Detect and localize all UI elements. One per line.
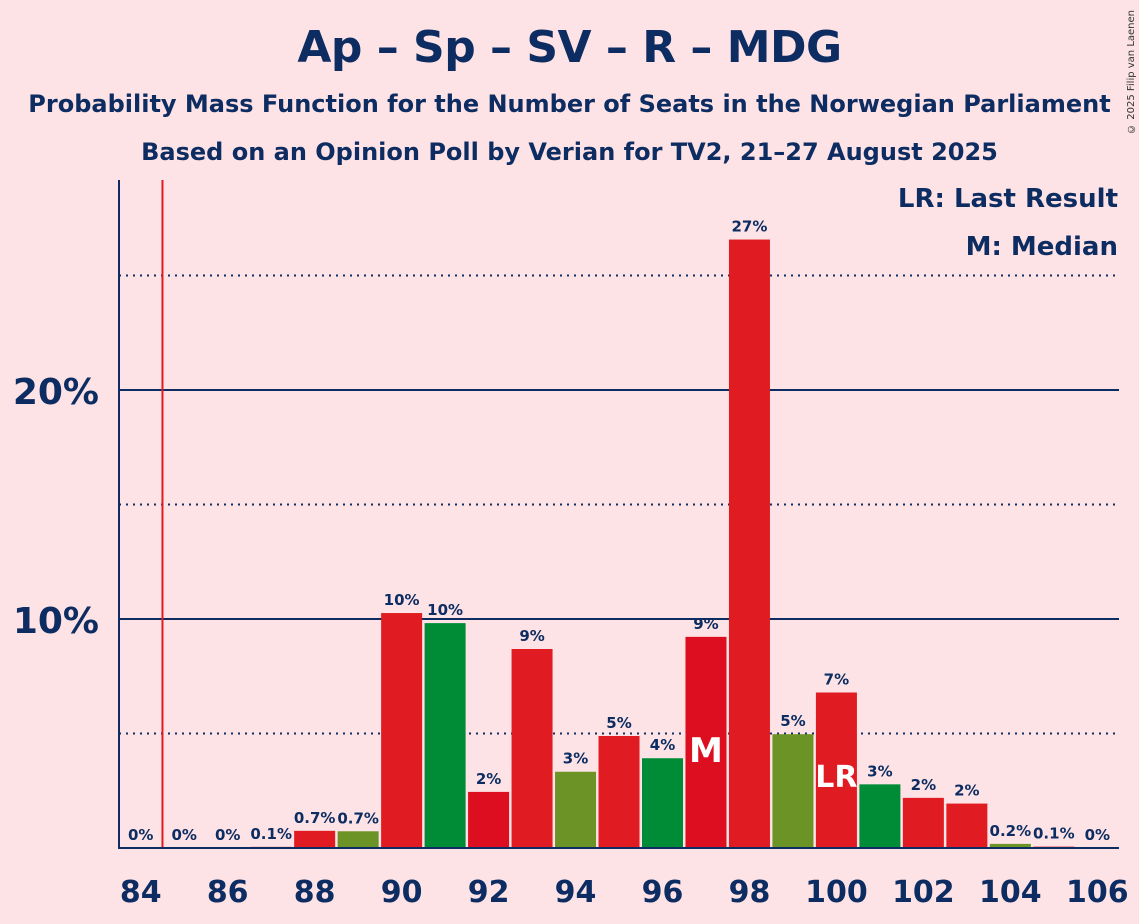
bar-label-seat-87: 0.1% bbox=[250, 825, 292, 843]
bar-seat-94 bbox=[555, 771, 597, 848]
bar-seat-90 bbox=[381, 613, 423, 848]
bar-seat-99 bbox=[772, 734, 814, 848]
bar-label-seat-99: 5% bbox=[780, 712, 805, 730]
chart-source-line: Based on an Opinion Poll by Verian for T… bbox=[141, 138, 998, 166]
bar-seat-88 bbox=[294, 830, 336, 848]
bar-label-seat-100: 7% bbox=[824, 671, 849, 689]
y-axis-tick-labels: 10% 20% bbox=[13, 372, 99, 642]
bar-seat-100 bbox=[815, 692, 857, 848]
bar-seat-104 bbox=[989, 843, 1031, 848]
bars bbox=[250, 239, 1075, 848]
bar-seat-95 bbox=[598, 736, 640, 848]
x-tick-label-104: 104 bbox=[979, 875, 1042, 910]
bar-seat-98 bbox=[728, 239, 770, 848]
bar-label-seat-92: 2% bbox=[476, 770, 501, 788]
x-tick-label-94: 94 bbox=[555, 875, 597, 910]
bar-label-seat-94: 3% bbox=[563, 750, 588, 768]
bar-label-seat-104: 0.2% bbox=[990, 822, 1032, 840]
bar-seat-97 bbox=[685, 636, 727, 848]
gridlines bbox=[119, 180, 1119, 848]
x-tick-label-90: 90 bbox=[381, 875, 423, 910]
x-tick-label-106: 106 bbox=[1066, 875, 1129, 910]
median-marker: M bbox=[689, 731, 723, 771]
bar-label-seat-103: 2% bbox=[954, 782, 979, 800]
bar-label-seat-105: 0.1% bbox=[1033, 825, 1075, 843]
bar-seat-91 bbox=[424, 623, 466, 848]
chart-subtitle: Probability Mass Function for the Number… bbox=[28, 90, 1111, 118]
x-tick-label-100: 100 bbox=[805, 875, 868, 910]
bar-value-labels: 0% 0% 0% 0.1%0.7% 0.7%10%10%2%9%3%5%4%9%M27%… bbox=[128, 218, 1110, 844]
x-tick-label-98: 98 bbox=[729, 875, 771, 910]
bar-label-seat-95: 5% bbox=[606, 714, 631, 732]
bar-label-seat-106: 0% bbox=[1085, 826, 1110, 844]
bar-label-seat-96: 4% bbox=[650, 736, 675, 754]
x-tick-label-96: 96 bbox=[642, 875, 684, 910]
bar-label-seat-88: 0.7% bbox=[294, 809, 336, 827]
bar-seat-101 bbox=[859, 784, 901, 848]
bar-label-seat-98: 27% bbox=[732, 218, 768, 236]
bar-seat-93 bbox=[511, 648, 553, 848]
x-tick-label-86: 86 bbox=[207, 875, 249, 910]
bar-label-seat-90: 10% bbox=[384, 591, 420, 609]
bar-label-seat-91: 10% bbox=[427, 601, 463, 619]
x-tick-label-102: 102 bbox=[892, 875, 955, 910]
legend-last-result: LR: Last Result bbox=[897, 184, 1118, 214]
bar-label-seat-97: 9% bbox=[693, 615, 718, 633]
bar-seat-89 bbox=[337, 831, 379, 848]
legend-median: M: Median bbox=[965, 232, 1118, 262]
y-tick-label: 10% bbox=[13, 601, 99, 642]
bar-label-seat-84: 0% bbox=[128, 826, 153, 844]
bar-seat-92 bbox=[468, 791, 510, 848]
x-tick-label-84: 84 bbox=[120, 875, 162, 910]
bar-label-seat-93: 9% bbox=[519, 627, 544, 645]
bar-label-seat-86: 0% bbox=[215, 826, 240, 844]
bar-seat-102 bbox=[902, 797, 944, 848]
x-tick-label-88: 88 bbox=[294, 875, 336, 910]
bar-label-seat-89: 0.7% bbox=[337, 809, 379, 827]
last-result-marker: LR bbox=[815, 760, 857, 795]
y-tick-label: 20% bbox=[13, 372, 99, 413]
x-tick-label-92: 92 bbox=[468, 875, 510, 910]
bar-label-seat-85: 0% bbox=[171, 826, 196, 844]
bar-label-seat-102: 2% bbox=[911, 776, 936, 794]
chart-title: Ap – Sp – SV – R – MDG bbox=[297, 22, 842, 73]
bar-seat-103 bbox=[946, 803, 988, 848]
bar-seat-96 bbox=[642, 758, 683, 848]
x-axis-tick-labels: 84 86 88 90 92 94 96 98 100 102 104 106 bbox=[120, 875, 1129, 910]
axes bbox=[118, 180, 1119, 849]
bar-label-seat-101: 3% bbox=[867, 762, 892, 780]
